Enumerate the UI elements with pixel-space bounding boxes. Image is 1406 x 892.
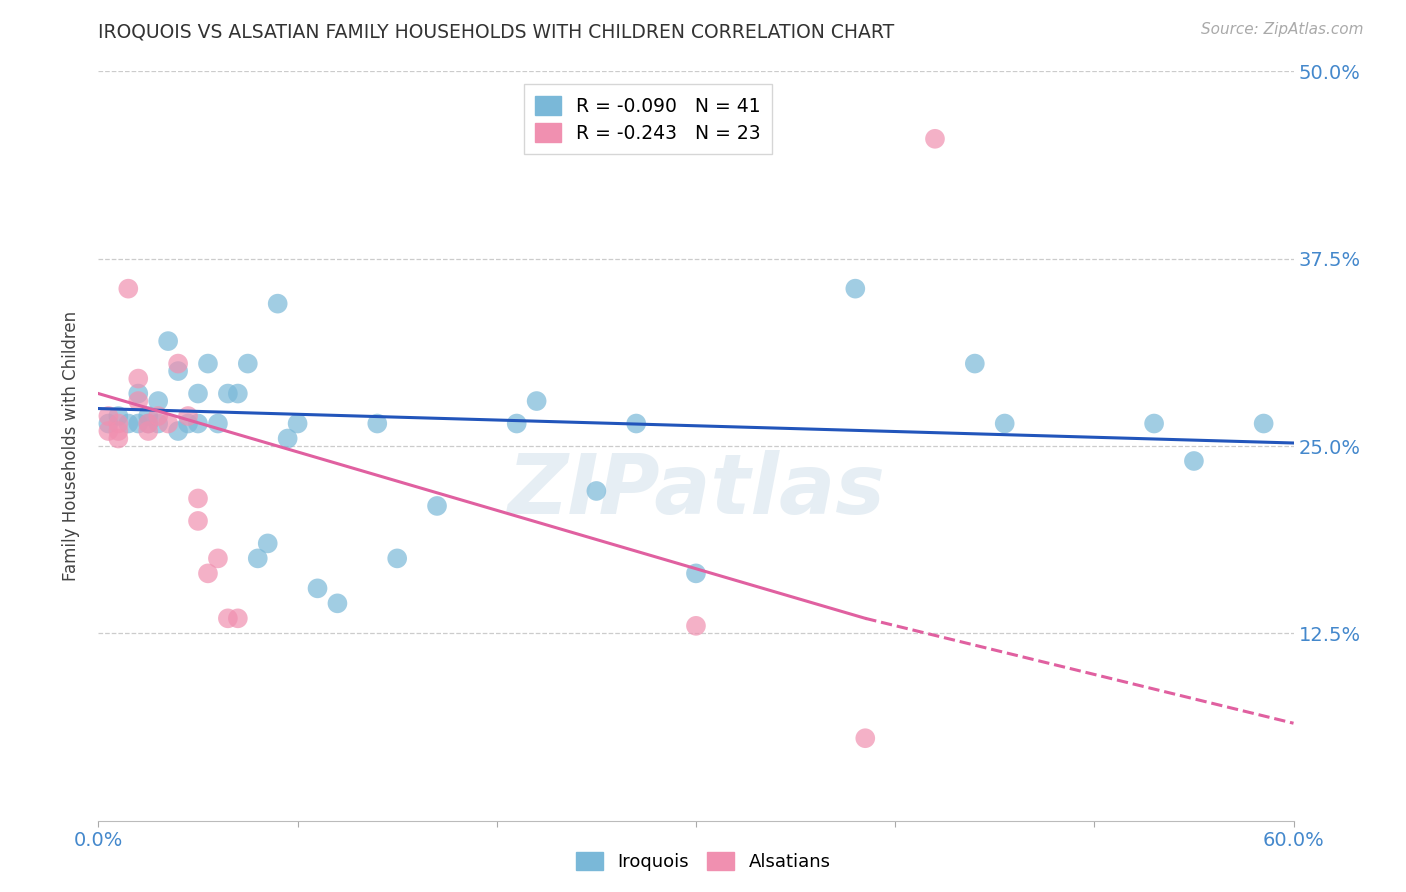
Point bbox=[177, 417, 200, 431]
Point bbox=[157, 334, 180, 348]
Point bbox=[187, 491, 209, 506]
Point bbox=[136, 409, 159, 423]
Point bbox=[127, 394, 149, 409]
Point bbox=[187, 386, 209, 401]
Point bbox=[307, 582, 329, 596]
Point bbox=[148, 417, 170, 431]
Point bbox=[136, 417, 159, 431]
Point bbox=[385, 551, 409, 566]
Point bbox=[506, 417, 529, 431]
Point bbox=[127, 417, 149, 431]
Point bbox=[1253, 417, 1275, 431]
Point bbox=[1143, 417, 1166, 431]
Point bbox=[148, 394, 170, 409]
Point bbox=[207, 551, 229, 566]
Point bbox=[685, 566, 707, 581]
Point bbox=[366, 417, 388, 431]
Point bbox=[167, 357, 190, 371]
Point bbox=[426, 499, 449, 513]
Point bbox=[277, 432, 299, 446]
Point bbox=[236, 357, 259, 371]
Point bbox=[117, 282, 139, 296]
Point bbox=[97, 417, 120, 431]
Legend: R = -0.090   N = 41, R = -0.243   N = 23: R = -0.090 N = 41, R = -0.243 N = 23 bbox=[524, 85, 772, 154]
Point bbox=[187, 514, 209, 528]
Point bbox=[226, 611, 249, 625]
Point bbox=[197, 566, 219, 581]
Point bbox=[127, 386, 149, 401]
Point bbox=[207, 417, 229, 431]
Point bbox=[924, 132, 946, 146]
Point bbox=[127, 371, 149, 385]
Point bbox=[526, 394, 548, 409]
Point bbox=[187, 417, 209, 431]
Point bbox=[217, 386, 239, 401]
Point bbox=[246, 551, 269, 566]
Point bbox=[97, 424, 120, 438]
Point bbox=[1182, 454, 1205, 468]
Point bbox=[287, 417, 309, 431]
Point bbox=[326, 596, 349, 610]
Point bbox=[107, 417, 129, 431]
Point bbox=[136, 424, 159, 438]
Point bbox=[217, 611, 239, 625]
Point bbox=[167, 364, 190, 378]
Point bbox=[97, 409, 120, 423]
Point bbox=[267, 296, 290, 310]
Point bbox=[626, 417, 648, 431]
Text: Source: ZipAtlas.com: Source: ZipAtlas.com bbox=[1201, 22, 1364, 37]
Text: IROQUOIS VS ALSATIAN FAMILY HOUSEHOLDS WITH CHILDREN CORRELATION CHART: IROQUOIS VS ALSATIAN FAMILY HOUSEHOLDS W… bbox=[98, 22, 894, 41]
Point bbox=[853, 731, 876, 746]
Point bbox=[107, 409, 129, 423]
Point bbox=[148, 409, 170, 423]
Point bbox=[107, 432, 129, 446]
Point bbox=[585, 483, 607, 498]
Point bbox=[844, 282, 866, 296]
Point bbox=[157, 417, 180, 431]
Point bbox=[994, 417, 1017, 431]
Point bbox=[107, 424, 129, 438]
Legend: Iroquois, Alsatians: Iroquois, Alsatians bbox=[568, 845, 838, 879]
Point bbox=[197, 357, 219, 371]
Point bbox=[226, 386, 249, 401]
Text: ZIPatlas: ZIPatlas bbox=[508, 450, 884, 532]
Point bbox=[117, 417, 139, 431]
Y-axis label: Family Households with Children: Family Households with Children bbox=[62, 311, 80, 581]
Point bbox=[256, 536, 278, 550]
Point bbox=[167, 424, 190, 438]
Point bbox=[685, 619, 707, 633]
Point bbox=[136, 417, 159, 431]
Point bbox=[963, 357, 986, 371]
Point bbox=[177, 409, 200, 423]
